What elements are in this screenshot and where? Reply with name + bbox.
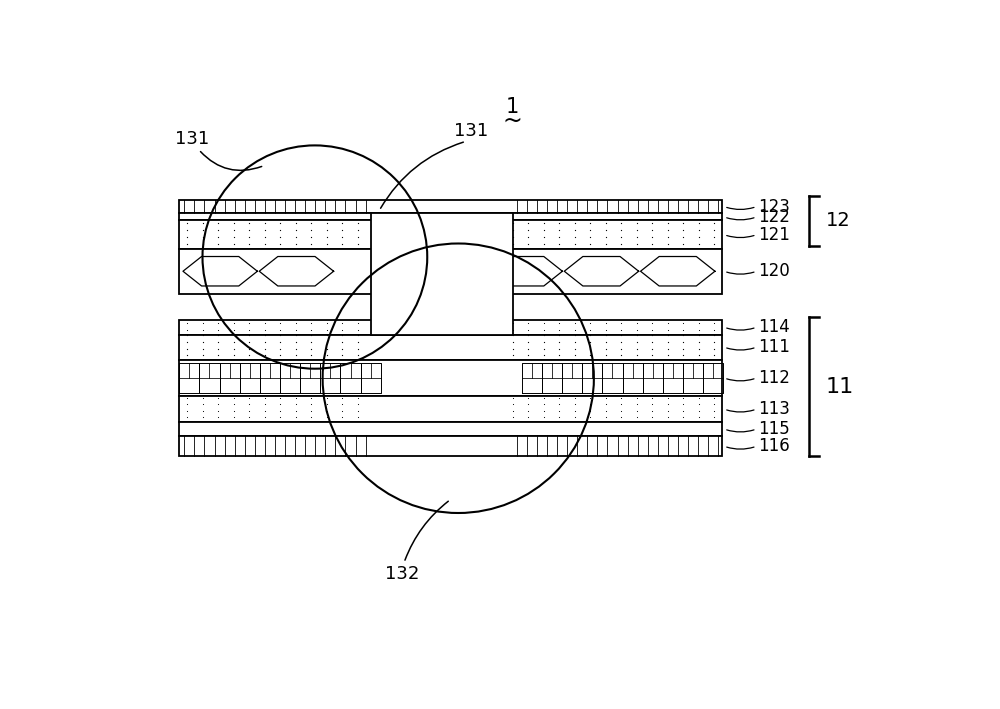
Bar (179, 200, 722, 213)
Text: 122: 122 (758, 208, 790, 226)
Bar (179, 359, 722, 396)
Text: 1: 1 (506, 97, 519, 117)
Bar (371, 213, 512, 335)
Bar (179, 396, 722, 422)
Text: 112: 112 (758, 369, 790, 387)
Bar (179, 436, 722, 457)
Text: 120: 120 (758, 262, 790, 280)
Text: 115: 115 (758, 420, 790, 438)
Text: 132: 132 (385, 566, 419, 584)
Bar (179, 249, 722, 294)
Text: 116: 116 (758, 437, 790, 455)
Text: 114: 114 (758, 318, 790, 336)
Text: 123: 123 (758, 198, 790, 216)
Bar (179, 220, 722, 249)
Text: 113: 113 (758, 400, 790, 418)
Text: 12: 12 (826, 211, 850, 230)
Bar (179, 320, 722, 335)
Text: 131: 131 (175, 130, 210, 148)
Text: 111: 111 (758, 338, 790, 356)
Text: 11: 11 (826, 376, 854, 397)
Bar (179, 335, 722, 359)
Bar (179, 213, 722, 220)
Text: 121: 121 (758, 225, 790, 244)
Bar (179, 422, 722, 436)
Text: ~: ~ (503, 108, 522, 133)
Text: 131: 131 (454, 122, 489, 140)
